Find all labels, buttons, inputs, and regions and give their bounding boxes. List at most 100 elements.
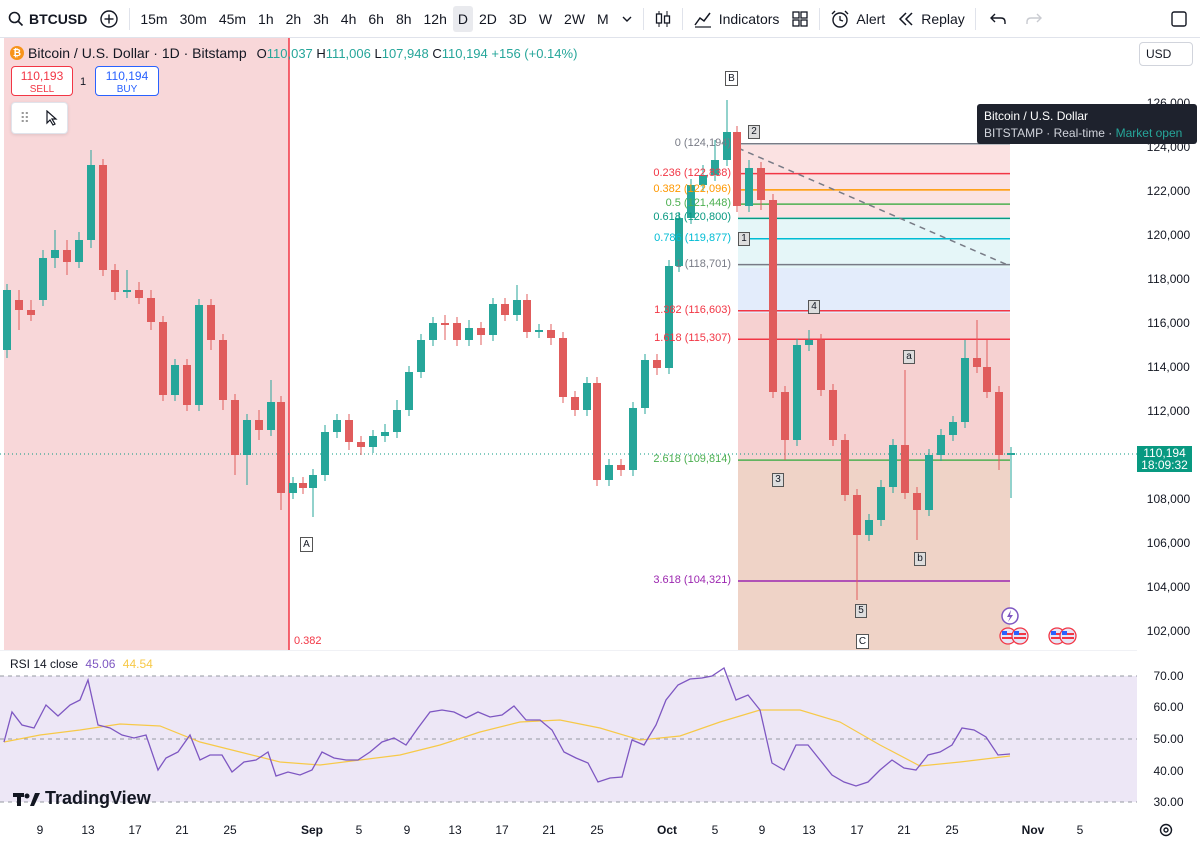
candle-body[interactable] [901,445,909,493]
candle-body[interactable] [489,304,497,335]
candle-body[interactable] [745,168,753,206]
candle-body[interactable] [535,330,543,332]
candle-body[interactable] [853,495,861,535]
candle-body[interactable] [345,420,353,442]
wave-label-3[interactable]: 3 [772,473,784,487]
symbol-search[interactable]: BTCUSD [0,0,93,38]
cursor-arrow-icon[interactable] [45,110,59,126]
candle-body[interactable] [733,132,741,206]
candle-body[interactable] [87,165,95,240]
candle-body[interactable] [913,493,921,510]
candle-body[interactable] [675,218,683,266]
candle-body[interactable] [769,200,777,392]
timeframe-30m[interactable]: 30m [179,10,207,27]
candle-body[interactable] [393,410,401,432]
candle-body[interactable] [135,290,143,298]
timeframe-2d[interactable]: 2D [479,10,497,27]
timeframe-m[interactable]: M [597,10,609,27]
candle-body[interactable] [973,358,981,367]
trend-line[interactable] [737,147,1011,267]
wave-label-b[interactable]: b [914,552,926,566]
candle-body[interactable] [949,422,957,435]
candle-body[interactable] [429,323,437,340]
timeframe-4h[interactable]: 4h [340,10,357,27]
candle-body[interactable] [417,340,425,372]
timeframe-6h[interactable]: 6h [368,10,384,27]
candle-body[interactable] [27,310,35,315]
candle-body[interactable] [477,328,485,335]
timeframe-d[interactable]: D [452,5,473,32]
candle-body[interactable] [665,266,673,368]
wave-label-4[interactable]: 4 [808,300,820,314]
sell-button[interactable]: 110,193 SELL [11,66,73,96]
candle-body[interactable] [1007,453,1015,455]
candle-body[interactable] [277,402,285,493]
fullscreen-button[interactable] [1164,0,1200,38]
timeframe-3h[interactable]: 3h [313,10,329,27]
candle-body[interactable] [51,250,59,258]
price-chart[interactable] [0,38,1137,650]
wave-label-A[interactable]: A [300,537,313,552]
wave-label-a[interactable]: a [903,350,915,364]
alert-button[interactable]: Alert [824,0,891,38]
candle-body[interactable] [453,323,461,340]
wave-label-B[interactable]: B [725,71,738,86]
candle-body[interactable] [309,475,317,488]
date-axis[interactable]: 9 13 17 21 25 Sep 5 9 13 17 21 25 Oct 5 9 13 17 21 25 Nov 5 [0,818,1137,842]
settings-gear-icon[interactable] [1158,822,1174,838]
timeframe-12h[interactable]: 12h [423,10,447,27]
buy-button[interactable]: 110,194 BUY [95,66,159,96]
candle-body[interactable] [441,323,449,325]
candle-body[interactable] [171,365,179,395]
candle-body[interactable] [3,290,11,350]
rsi-pane[interactable] [0,650,1137,818]
legend-title[interactable]: Bitcoin / U.S. Dollar · 1D · Bitstamp [28,45,247,61]
candle-body[interactable] [571,397,579,410]
candle-body[interactable] [183,365,191,405]
candle-body[interactable] [781,392,789,440]
candle-body[interactable] [593,383,601,480]
candle-body[interactable] [995,392,1003,455]
candle-body[interactable] [699,175,707,185]
candle-body[interactable] [937,435,945,455]
candle-body[interactable] [889,445,897,487]
candle-body[interactable] [243,420,251,455]
timeframe-8h[interactable]: 8h [395,10,412,27]
undo-button[interactable] [980,0,1016,38]
timeframe-3d[interactable]: 3D [508,10,527,27]
candle-body[interactable] [75,240,83,262]
candle-body[interactable] [513,300,521,315]
lightning-icon[interactable] [1001,607,1019,625]
candle-body[interactable] [877,487,885,520]
candle-body[interactable] [983,367,991,392]
candle-body[interactable] [267,402,275,430]
layouts-button[interactable] [785,0,815,38]
candle-body[interactable] [207,305,215,340]
candle-body[interactable] [147,298,155,322]
candle-body[interactable] [617,465,625,470]
candle-body[interactable] [219,340,227,400]
compare-symbol-button[interactable] [93,0,125,38]
candle-body[interactable] [15,300,23,310]
candle-body[interactable] [865,520,873,535]
candle-body[interactable] [501,304,509,315]
us-flag-icon[interactable] [1011,627,1029,645]
candle-body[interactable] [841,440,849,495]
candle-body[interactable] [687,185,695,218]
candle-body[interactable] [357,442,365,447]
candle-body[interactable] [523,300,531,332]
candle-body[interactable] [723,132,731,160]
candle-body[interactable] [793,345,801,440]
candle-body[interactable] [925,455,933,510]
candle-body[interactable] [653,360,661,368]
timeframe-dropdown[interactable] [615,0,639,38]
timeframe-w[interactable]: W [538,10,553,27]
rsi-axis[interactable]: 70.00 60.00 50.00 40.00 30.00 [1137,650,1200,815]
candle-body[interactable] [231,400,239,455]
timeframe-15m[interactable]: 15m [140,10,168,27]
candle-body[interactable] [369,436,377,447]
timeframe-2w[interactable]: 2W [564,10,586,27]
candle-body[interactable] [961,358,969,422]
timeframe-45m[interactable]: 45m [218,10,247,27]
timeframe-1h[interactable]: 1h [258,10,274,27]
